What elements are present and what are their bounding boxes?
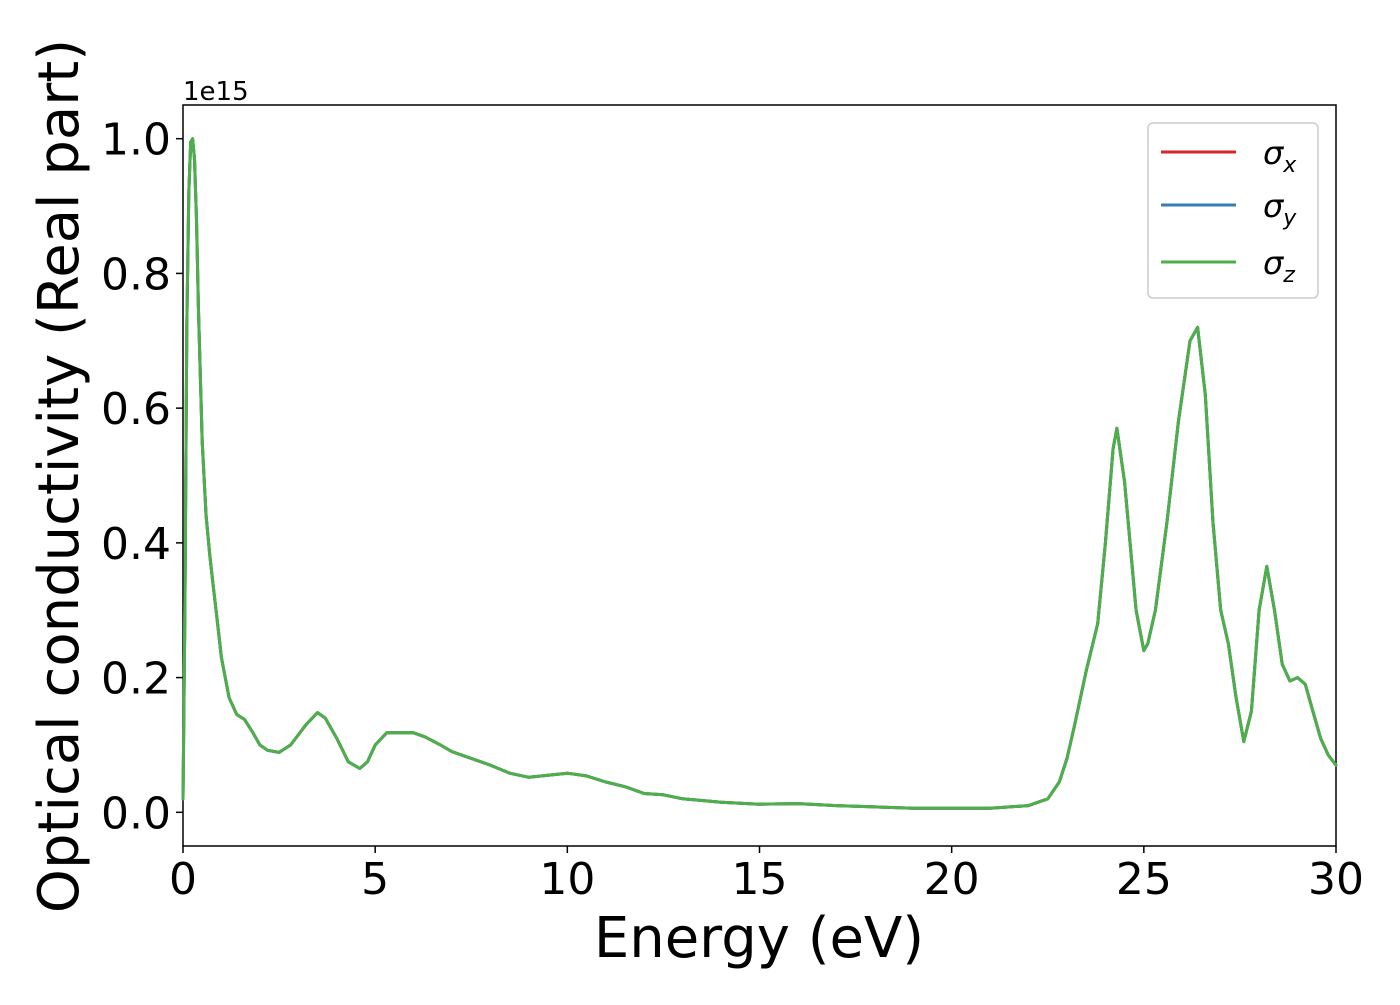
x-tick-label: 20 xyxy=(924,854,980,905)
x-tick-label: 5 xyxy=(361,854,389,905)
y-axis-ticks: 0.0 0.2 0.4 0.6 0.8 1.0 xyxy=(101,115,183,839)
plot-area: 0 5 10 15 20 25 30 0.0 0.2 0.4 0.6 0.8 1.0 xyxy=(101,104,1364,905)
x-tick-label: 0 xyxy=(169,854,197,905)
series-layer xyxy=(181,137,1338,810)
y-axis-label: Optical conductivity (Real part) xyxy=(27,39,92,913)
y-tick-label: 0.4 xyxy=(101,519,171,570)
series-line-3 xyxy=(181,137,1338,810)
x-axis-ticks: 0 5 10 15 20 25 30 xyxy=(169,846,1364,905)
x-tick-label: 25 xyxy=(1116,854,1172,905)
y-tick-label: 1.0 xyxy=(101,115,171,166)
y-tick-label: 0.8 xyxy=(101,249,171,300)
legend-frame xyxy=(1147,122,1319,299)
y-tick-label: 0.6 xyxy=(101,384,171,435)
y-axis-offset-label: 1e15 xyxy=(183,77,249,107)
x-tick-label: 15 xyxy=(732,854,788,905)
x-tick-label: 30 xyxy=(1308,854,1364,905)
plot-frame xyxy=(182,104,1337,847)
x-tick-label: 10 xyxy=(539,854,595,905)
x-axis-label: Energy (eV) xyxy=(594,906,924,971)
y-tick-label: 0.0 xyxy=(101,788,171,839)
y-tick-label: 0.2 xyxy=(101,654,171,705)
